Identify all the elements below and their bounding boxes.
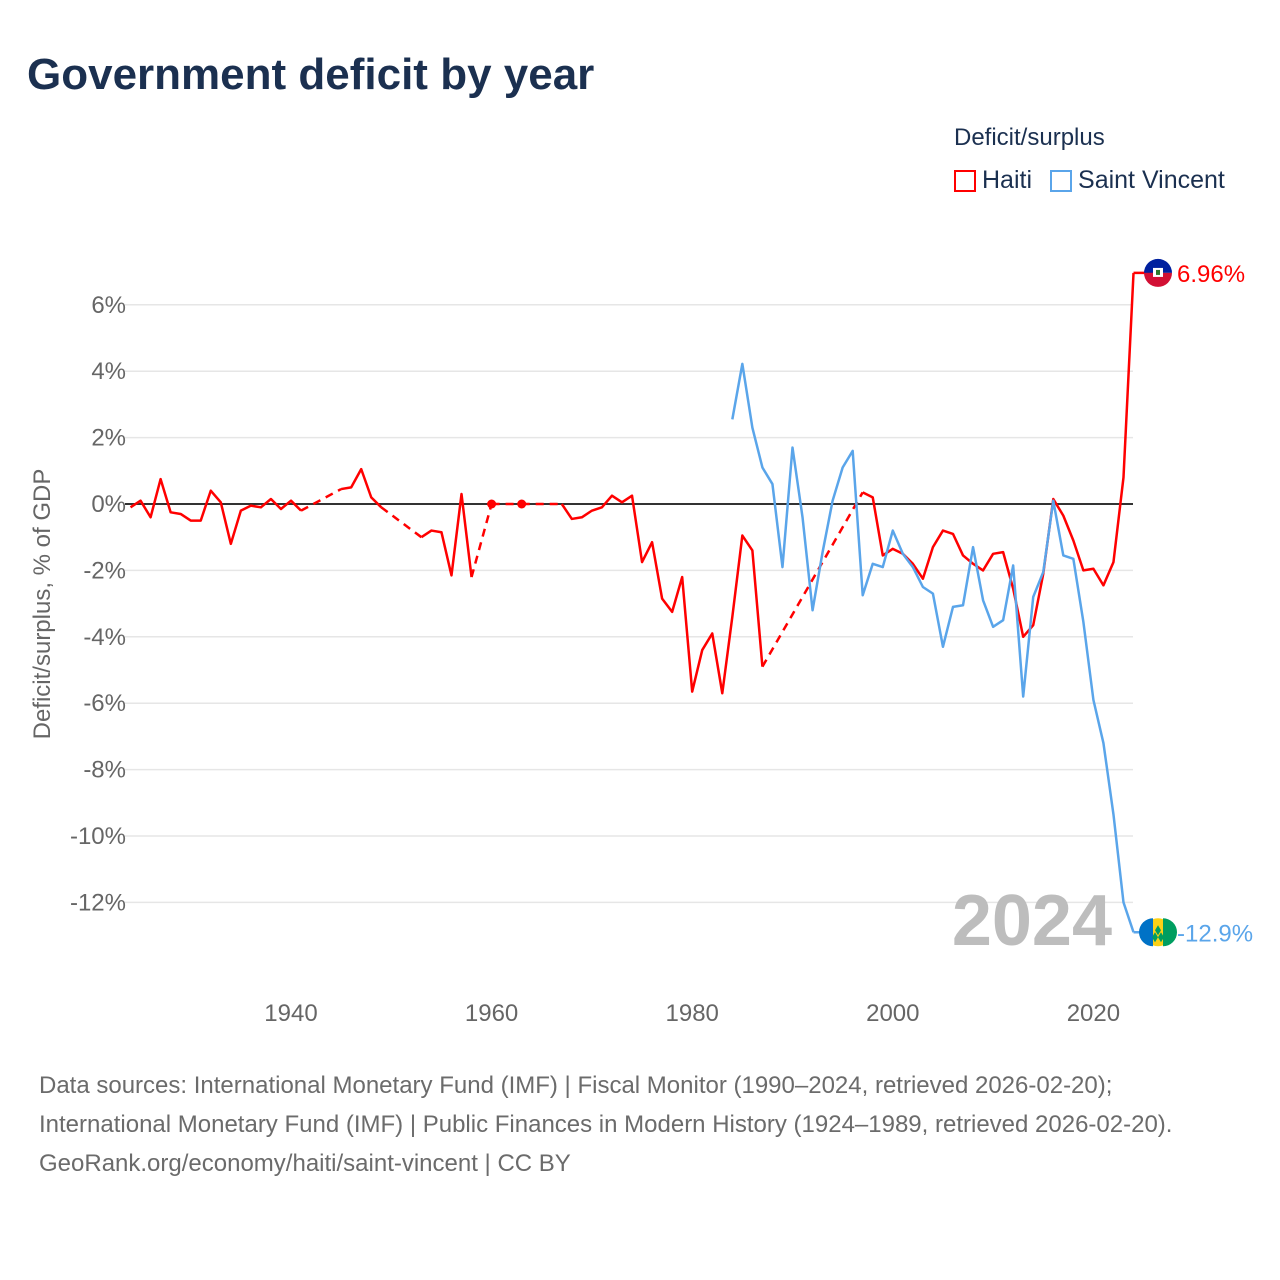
y-tick-label: -2% [83,557,126,584]
legend-label-saint-vincent: Saint Vincent [1078,166,1225,194]
flag-saint-vincent-icon [1139,918,1178,947]
legend-item-haiti[interactable]: Haiti [954,166,1032,195]
chart-title: Government deficit by year [27,50,595,99]
year-watermark: 2024 [952,881,1112,961]
x-tick-label: 1960 [465,1000,518,1027]
y-tick-label: 0% [91,491,126,518]
y-tick-label: -10% [70,823,126,850]
flag-part [1139,918,1153,947]
legend-swatch-saint-vincent [1050,169,1073,192]
series-line-haiti [129,477,302,546]
legend-item-saint-vincent[interactable]: Saint Vincent [1050,166,1225,195]
series-line-haiti [340,467,383,509]
y-tick-label: -8% [83,757,126,784]
x-tick-label: 2020 [1067,1000,1120,1027]
x-tick-label: 1940 [264,1000,317,1027]
credit-link[interactable]: GeoRank.org/economy/haiti/saint-vincent … [39,1150,571,1177]
data-sources: Data sources: International Monetary Fun… [39,1072,1173,1138]
series-saint-vincent [731,362,1135,933]
y-tick-label: -12% [70,889,126,916]
y-tick-label: -4% [83,624,126,651]
x-tick-label: 2000 [866,1000,919,1027]
y-tick-label: 6% [91,292,126,319]
legend-swatch-haiti [954,169,976,192]
y-tick-label: 4% [91,358,126,385]
legend-label-haiti: Haiti [982,166,1033,194]
y-tick-label: 2% [91,425,126,452]
y-tick-label: -6% [83,690,126,717]
legend-title: Deficit/surplus [954,124,1105,151]
flag-diamonds [1152,925,1164,943]
series-gap-line-haiti [761,491,864,668]
series-line-haiti [560,494,764,695]
series-gap-line-haiti [380,506,423,539]
series-haiti [129,272,1135,695]
footer: Data sources: International Monetary Fun… [39,1066,1239,1183]
series-gap-line-haiti [470,503,493,578]
y-axis-label: Deficit/surplus, % of GDP [29,469,56,740]
data-point-haiti [487,499,497,509]
flag-haiti-icon [1144,258,1172,287]
series-line-saint-vincent [731,362,1135,933]
flag-part [1144,272,1172,287]
legend: Haiti Saint Vincent [954,166,1225,195]
end-label-saint-vincent: -12.9% [1177,920,1253,947]
flag-part [1144,258,1172,273]
end-label-haiti: 6.96% [1177,261,1245,288]
flag-part [1163,918,1178,947]
series-gap-line-haiti [300,487,342,512]
series-line-haiti [862,272,1135,639]
data-point-haiti [517,499,527,509]
series-line-haiti [420,492,473,578]
flag-emblem [1156,269,1160,275]
x-tick-label: 1980 [666,1000,719,1027]
